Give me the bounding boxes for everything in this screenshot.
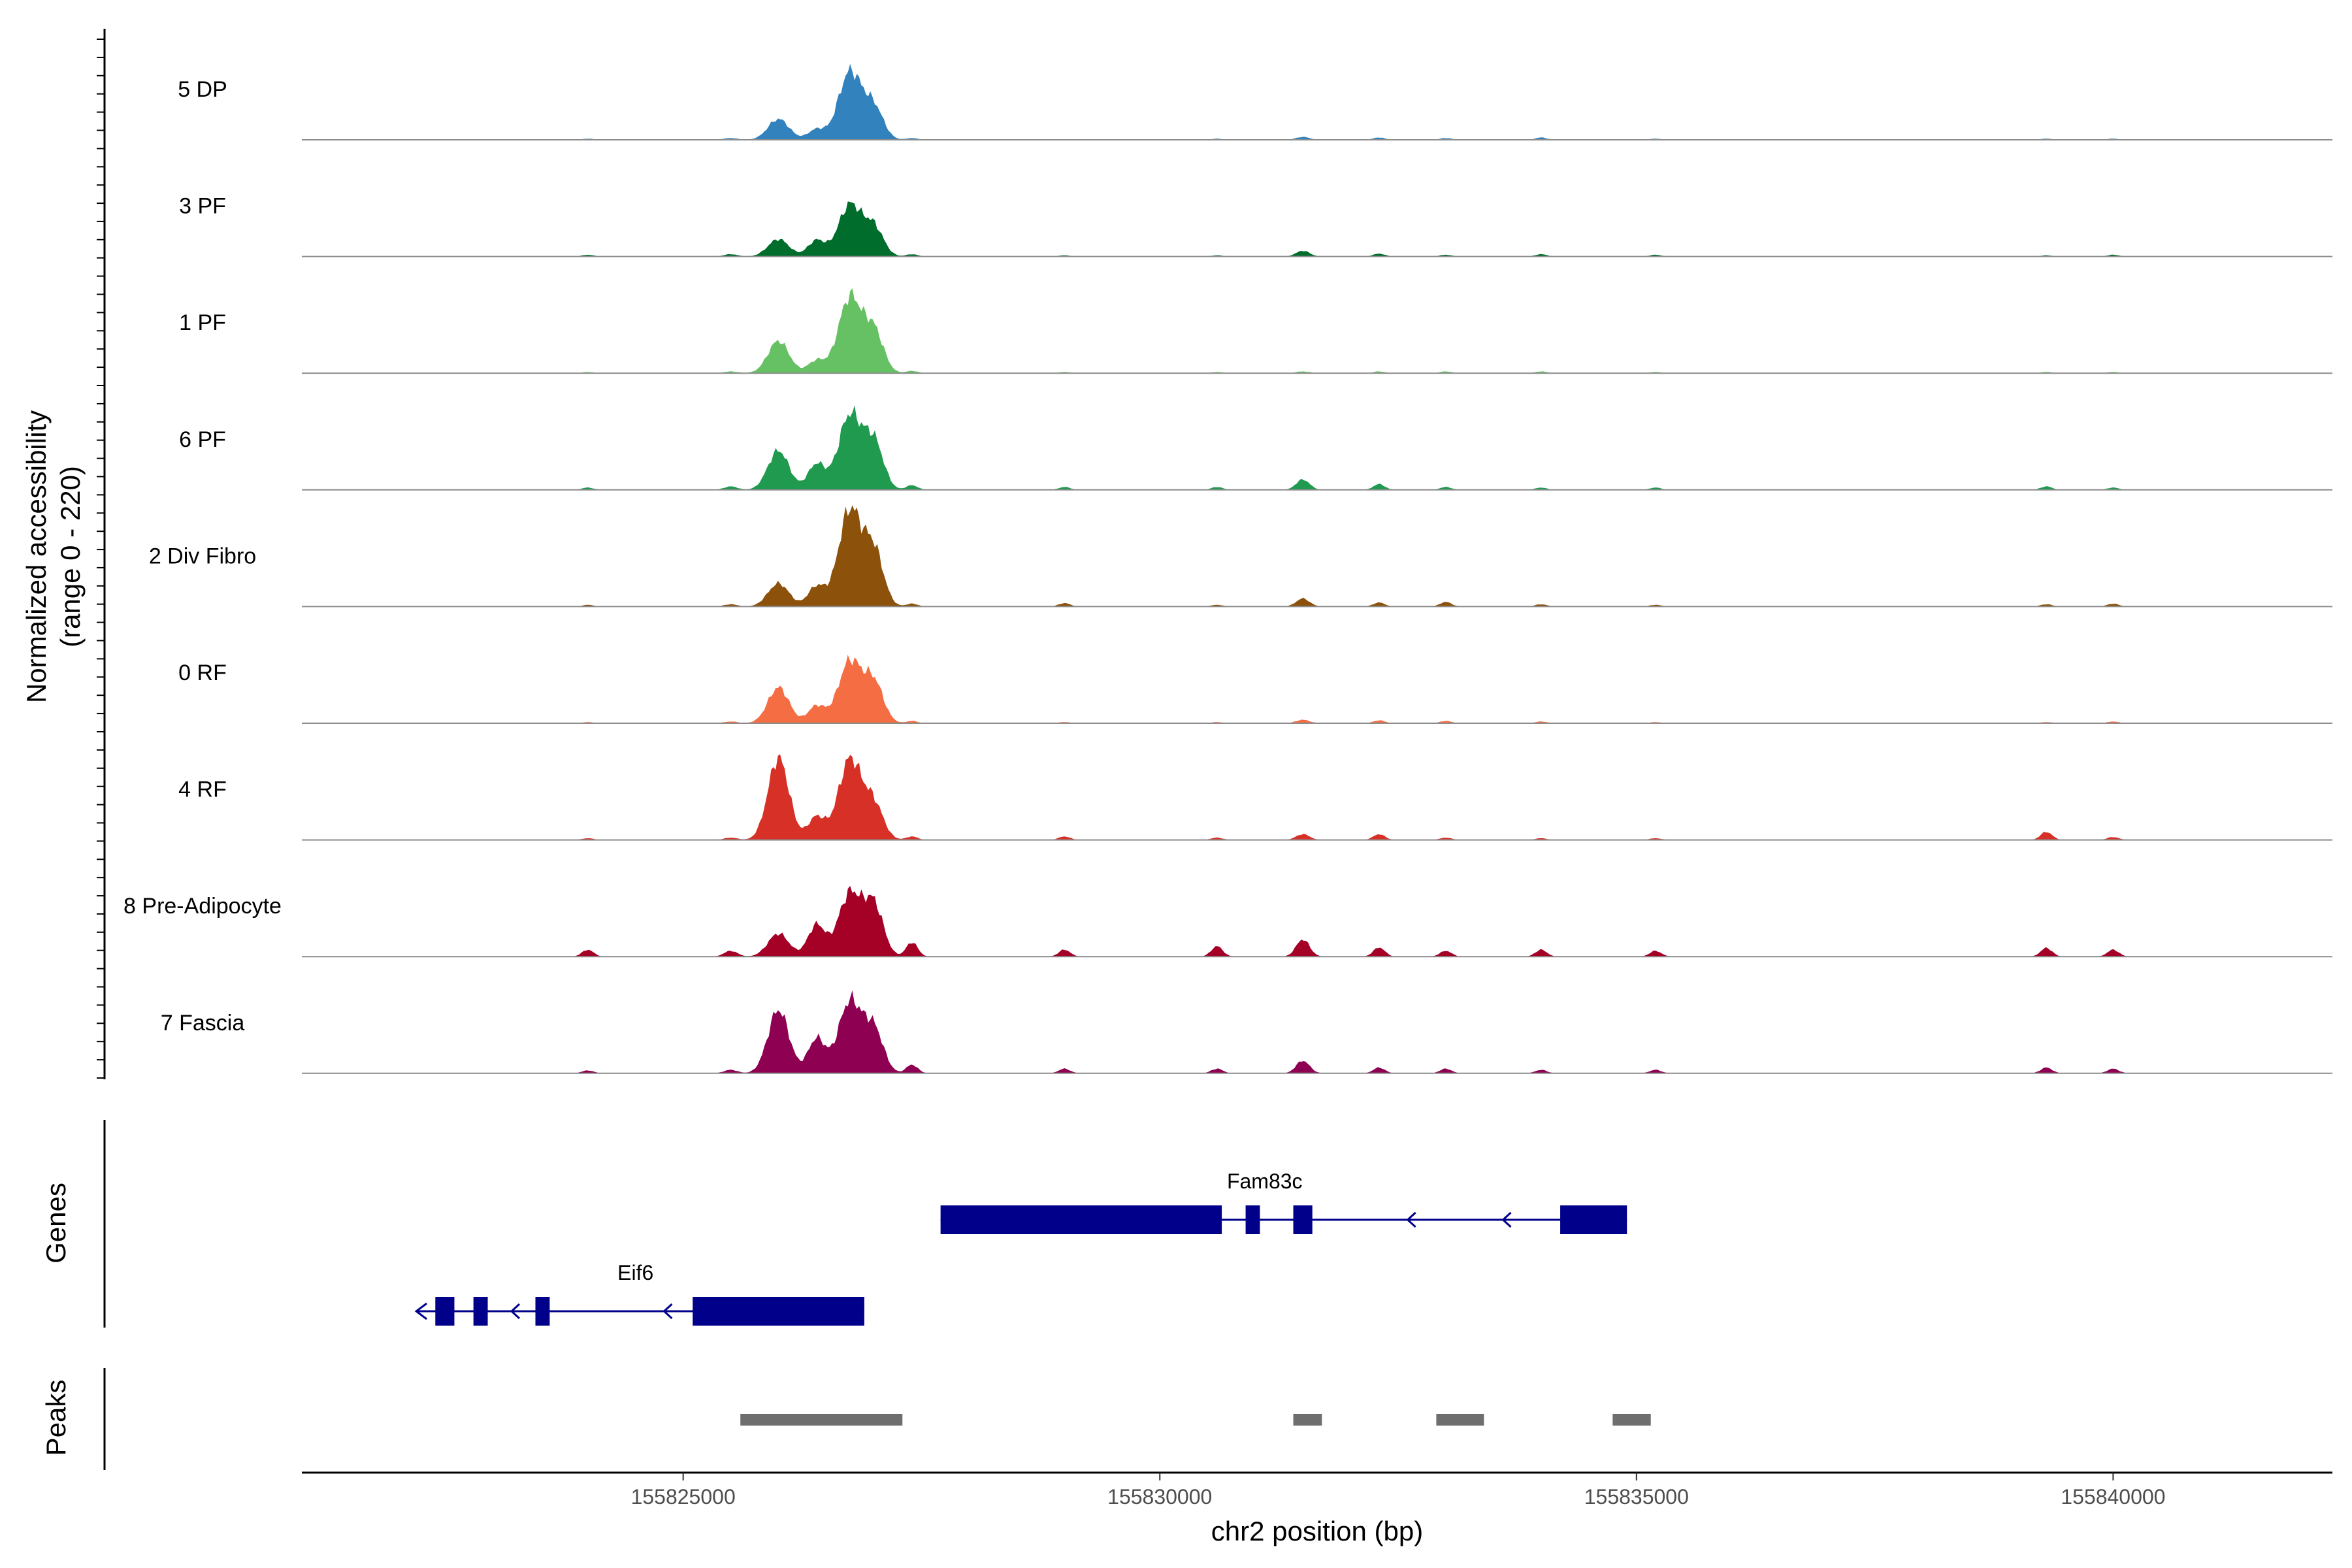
- track-label-0: 5 DP: [178, 77, 227, 102]
- gene-Eif6-strand-arrow-1: [662, 1303, 673, 1320]
- coverage-area-7: [302, 885, 2332, 957]
- y-axis-title-line2: (range 0 - 220): [55, 466, 86, 647]
- track-label-5: 0 RF: [178, 661, 227, 685]
- coverage-area-5: [302, 655, 2332, 723]
- coverage-y-axis: [97, 29, 106, 1079]
- coverage-area-2: [302, 288, 2332, 374]
- peak-region-1: [1293, 1414, 1322, 1426]
- gene-Eif6-exon-3: [693, 1297, 864, 1326]
- gene-Eif6-start-arrow: [414, 1302, 427, 1320]
- genes-track-label: Genes: [41, 1183, 71, 1264]
- gene-Fam83c-strand-arrow-1: [1501, 1211, 1512, 1228]
- x-tick-label-0: 155825000: [631, 1485, 736, 1509]
- track-label-7: 8 Pre-Adipocyte: [123, 894, 282, 919]
- x-axis: 155825000 155830000 155835000 155840000: [302, 1471, 2332, 1509]
- gene-label-Eif6: Eif6: [617, 1261, 653, 1284]
- coverage-area-4: [302, 505, 2332, 607]
- gene-Fam83c-exon-1: [1245, 1205, 1260, 1234]
- peak-region-2: [1436, 1414, 1484, 1426]
- y-axis-title-line1: Normalized accessibility: [21, 410, 52, 703]
- track-label-3: 6 PF: [179, 427, 226, 452]
- gene-Eif6-exon-1: [473, 1297, 488, 1326]
- gene-label-Fam83c: Fam83c: [1227, 1169, 1303, 1193]
- gene-Eif6-exon-0: [435, 1297, 455, 1326]
- coverage-area-6: [302, 754, 2332, 840]
- gene-Fam83c-exon-0: [940, 1205, 1222, 1234]
- track-label-2: 1 PF: [179, 310, 226, 335]
- coverage-tracks: 5 DP 3 PF 1 PF 6 PF 2 Div Fibro 0 RF 4 RF 8 Pre…: [123, 63, 2332, 1074]
- x-tick-label-3: 155840000: [2061, 1485, 2165, 1509]
- gene-Eif6-strand-arrow-0: [510, 1303, 521, 1320]
- gene-Eif6-exon-2: [535, 1297, 550, 1326]
- track-label-8: 7 Fascia: [161, 1011, 245, 1036]
- x-tick-label-1: 155830000: [1107, 1485, 1212, 1509]
- peak-region-3: [1612, 1414, 1651, 1426]
- gene-Fam83c-exon-2: [1293, 1205, 1313, 1234]
- gene-Fam83c-exon-3: [1560, 1205, 1627, 1234]
- coverage-area-0: [302, 63, 2332, 140]
- peaks-track: [103, 1368, 1651, 1470]
- x-axis-title: chr2 position (bp): [1211, 1516, 1424, 1546]
- coverage-area-8: [302, 990, 2332, 1073]
- coverage-area-3: [302, 405, 2332, 490]
- track-label-6: 4 RF: [178, 777, 227, 802]
- gene-annotation-track: Fam83c Eif6: [103, 1120, 1627, 1328]
- track-label-1: 3 PF: [179, 194, 226, 219]
- peaks-track-label: Peaks: [41, 1380, 71, 1456]
- gene-Fam83c-strand-arrow-0: [1406, 1211, 1416, 1228]
- coverage-area-1: [302, 201, 2332, 257]
- x-tick-label-2: 155835000: [1584, 1485, 1689, 1509]
- track-label-4: 2 Div Fibro: [149, 544, 256, 568]
- peak-region-0: [740, 1414, 903, 1426]
